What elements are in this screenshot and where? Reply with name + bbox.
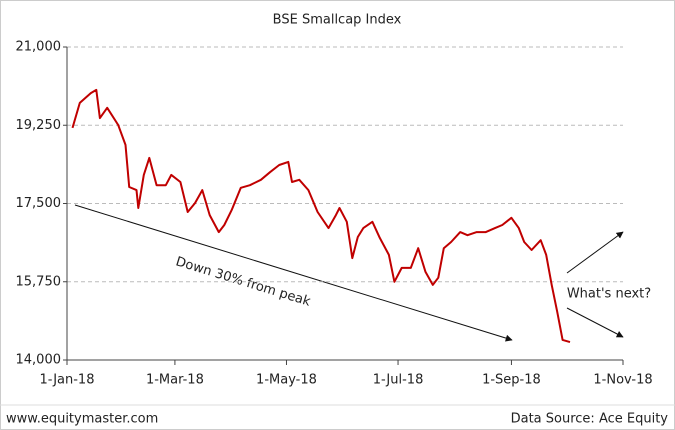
arrow [74, 204, 513, 342]
y-tick-label: 17,500 [16, 196, 62, 211]
x-tick-label: 1-Sep-18 [482, 373, 541, 388]
y-tick-label: 21,000 [16, 40, 62, 55]
y-tick-label: 14,000 [16, 353, 62, 368]
footer-data-source: Data Source: Ace Equity [511, 412, 669, 427]
series-line [71, 88, 571, 344]
x-tick-label: 1-May-18 [256, 373, 317, 388]
x-tick-label: 1-Mar-18 [146, 373, 204, 388]
x-tick-label: 1-Jan-18 [40, 373, 95, 388]
footer-source-site: www.equitymaster.com [6, 412, 158, 427]
arrow [566, 231, 624, 274]
arrow [566, 307, 624, 338]
y-tick-label: 15,750 [16, 274, 62, 289]
annotation: What's next? [567, 287, 651, 302]
chart-title: BSE Smallcap Index [273, 13, 402, 28]
x-tick-label: 1-Jul-18 [373, 373, 424, 388]
x-tick-label: 1-Nov-18 [593, 373, 652, 388]
y-tick-label: 19,250 [16, 118, 62, 133]
